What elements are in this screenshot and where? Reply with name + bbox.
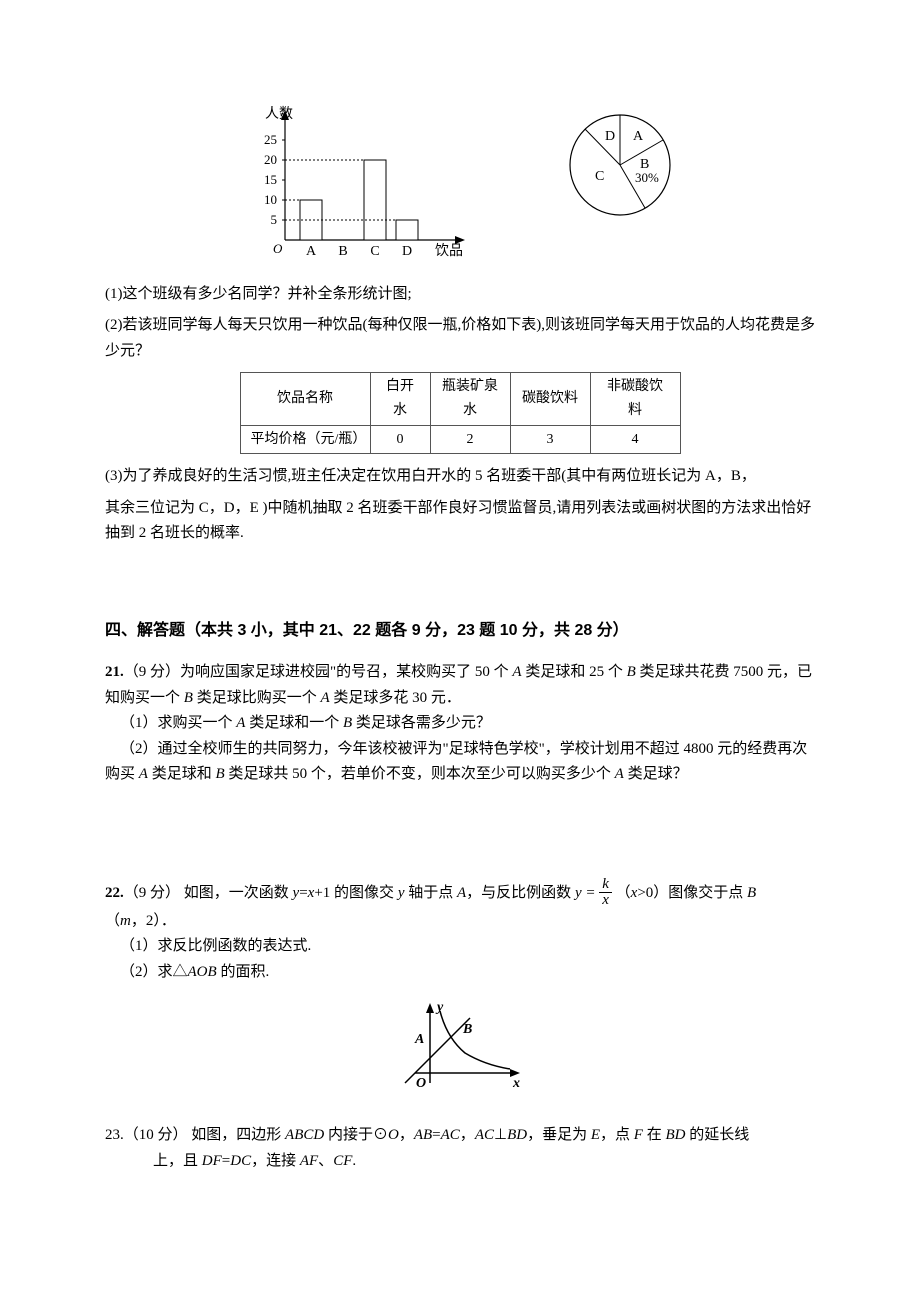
price-table: 饮品名称 白开水 瓶装矿泉水 碳酸饮料 非碳酸饮料 平均价格（元/瓶） 0 2 …	[240, 372, 681, 454]
section-4-heading: 四、解答题（本共 3 小，其中 21、22 题各 9 分，23 题 10 分，共…	[105, 617, 815, 644]
p22-lead-b: （x>0）图像交于点 B	[616, 885, 757, 901]
price-table-header-row: 饮品名称 白开水 瓶装矿泉水 碳酸饮料 非碳酸饮料	[240, 373, 680, 426]
price-c: 3	[510, 425, 590, 454]
p22-lead: 22.（9 分） 如图，一次函数 y=x+1 的图像交 y 轴于点 A，与反比例…	[105, 878, 815, 909]
problem-23: 23.（10 分） 如图，四边形 ABCD 内接于⊙O，AB=AC，AC⊥BD，…	[105, 1123, 815, 1174]
pie-label-C: C	[595, 169, 604, 184]
ytick-10: 10	[264, 192, 277, 207]
p22-A-label: A	[414, 1032, 424, 1047]
x-axis-arrow	[455, 236, 465, 244]
p21-points: （9 分）	[124, 664, 180, 680]
bar-chart-svg: 5 10 15 20 25 人数 O 饮品 A B	[235, 100, 475, 260]
p22-figure: y x A B O	[385, 993, 535, 1093]
question-2-text: (2)若该班同学每人每天只饮用一种饮品(每种仅限一瓶,价格如下表),则该班同学每…	[105, 313, 815, 364]
price-b: 2	[430, 425, 510, 454]
problem-22: 22.（9 分） 如图，一次函数 y=x+1 的图像交 y 轴于点 A，与反比例…	[105, 878, 815, 1094]
th-d: 非碳酸饮料	[590, 373, 680, 426]
p22-points: （9 分）	[124, 885, 180, 901]
p22-O-label: O	[416, 1076, 426, 1091]
bar-chart: 5 10 15 20 25 人数 O 饮品 A B	[235, 100, 475, 270]
p23-lead: 23.（10 分） 如图，四边形 ABCD 内接于⊙O，AB=AC，AC⊥BD，…	[105, 1123, 815, 1149]
cat-B: B	[338, 244, 347, 259]
pie-label-D: D	[605, 129, 615, 144]
pie-label-A: A	[633, 129, 644, 144]
th-a: 白开水	[370, 373, 430, 426]
p22-sub2: （2）求△AOB 的面积.	[105, 960, 815, 986]
origin-label: O	[273, 241, 283, 256]
cat-D: D	[402, 244, 412, 259]
th-b: 瓶装矿泉水	[430, 373, 510, 426]
question-1-text: (1)这个班级有多少名同学？并补全条形统计图;	[105, 282, 815, 308]
question-3a-text: (3)为了养成良好的生活习惯,班主任决定在饮用白开水的 5 名班委干部(其中有两…	[105, 464, 815, 490]
p21-number: 21.	[105, 664, 124, 680]
bar-C	[364, 160, 386, 240]
p22-sub1: （1）求反比例函数的表达式.	[105, 934, 815, 960]
question-3b-text: 其余三位记为 C，D，E )中随机抽取 2 名班委干部作良好习惯监督员,请用列表…	[105, 496, 815, 547]
row-label: 平均价格（元/瓶）	[240, 425, 370, 454]
p22-coord: （m，2）．	[105, 909, 815, 935]
p23-number: 23.	[105, 1127, 124, 1143]
ytick-15: 15	[264, 172, 277, 187]
pie-label-B-pct: 30%	[635, 170, 659, 185]
pie-chart-svg: D A B 30% C	[555, 100, 685, 230]
problem-21: 21.（9 分）为响应国家足球进校园"的号召，某校购买了 50 个 A 类足球和…	[105, 660, 815, 788]
bar-D	[396, 220, 418, 240]
ytick-25: 25	[264, 132, 277, 147]
p22-lead-a: 如图，一次函数 y=x+1 的图像交 y 轴于点 A，与反比例函数	[180, 885, 575, 901]
p22-y-label: y	[435, 1000, 444, 1015]
cat-A: A	[306, 244, 317, 259]
price-a: 0	[370, 425, 430, 454]
cat-C: C	[370, 244, 379, 259]
th-name: 饮品名称	[240, 373, 370, 426]
p22-B-label: B	[462, 1022, 472, 1037]
p21-sub2: （2）通过全校师生的共同努力，今年该校被评为"足球特色学校"，学校计划用不超过 …	[105, 737, 815, 788]
x-axis-label: 饮品	[435, 243, 463, 259]
p23-points: （10 分）	[124, 1127, 188, 1143]
y-ticks: 5 10 15 20 25	[264, 132, 285, 227]
pie-chart: D A B 30% C	[555, 100, 685, 270]
price-table-data-row: 平均价格（元/瓶） 0 2 3 4	[240, 425, 680, 454]
ytick-5: 5	[271, 212, 278, 227]
ytick-20: 20	[264, 152, 277, 167]
p21-sub1: （1）求购买一个 A 类足球和一个 B 类足球各需多少元？	[105, 711, 815, 737]
p23-lead-text: 如图，四边形 ABCD 内接于⊙O，AB=AC，AC⊥BD，垂足为 E，点 F …	[188, 1127, 750, 1143]
p22-frac-eq: y =	[575, 885, 599, 901]
p22-number: 22.	[105, 885, 124, 901]
p21-lead-text: 为响应国家足球进校园"的号召，某校购买了 50 个 A 类足球和 25 个 B …	[105, 664, 812, 706]
p23-lead-cont: 上，且 DF=DC，连接 AF、CF.	[105, 1149, 815, 1175]
p22-curve	[440, 1011, 510, 1069]
th-c: 碳酸饮料	[510, 373, 590, 426]
y-axis-label: 人数	[265, 106, 293, 122]
p21-lead: 21.（9 分）为响应国家足球进校园"的号召，某校购买了 50 个 A 类足球和…	[105, 660, 815, 711]
p22-y-arrow	[426, 1003, 434, 1013]
top-charts-row: 5 10 15 20 25 人数 O 饮品 A B	[105, 100, 815, 270]
p22-fraction: kx	[599, 877, 612, 908]
price-d: 4	[590, 425, 680, 454]
p22-x-label: x	[512, 1076, 520, 1091]
